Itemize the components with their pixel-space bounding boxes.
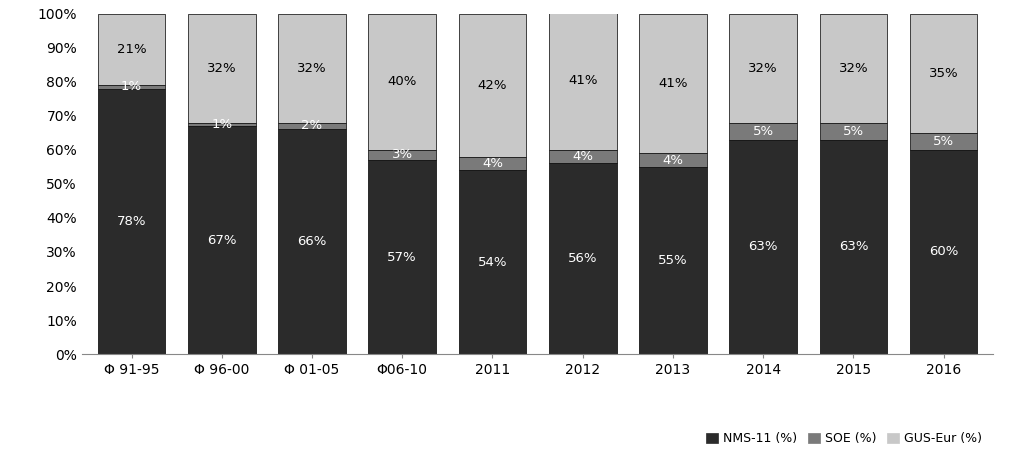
Text: 3%: 3%	[392, 148, 413, 162]
Text: 1%: 1%	[211, 118, 232, 131]
Bar	[459, 14, 526, 157]
Bar	[188, 14, 256, 123]
Bar	[549, 150, 616, 163]
Text: 32%: 32%	[749, 62, 778, 74]
Text: 41%: 41%	[568, 74, 597, 87]
Bar	[279, 129, 346, 354]
Text: 4%: 4%	[572, 150, 593, 163]
Text: 67%: 67%	[207, 233, 237, 247]
Text: 54%: 54%	[478, 256, 507, 269]
Text: 63%: 63%	[839, 240, 868, 253]
Text: 35%: 35%	[929, 67, 958, 80]
Text: 32%: 32%	[297, 62, 327, 74]
Bar	[97, 85, 166, 89]
Bar	[909, 14, 978, 133]
Legend: NMS-11 (%), SOE (%), GUS-Eur (%): NMS-11 (%), SOE (%), GUS-Eur (%)	[700, 427, 987, 450]
Bar	[97, 89, 166, 354]
Text: 21%: 21%	[117, 43, 146, 56]
Bar	[819, 14, 887, 123]
Text: 66%: 66%	[297, 235, 327, 248]
Text: 40%: 40%	[387, 75, 417, 88]
Bar	[639, 14, 707, 153]
Text: 57%: 57%	[387, 251, 417, 264]
Bar	[459, 170, 526, 354]
Text: 5%: 5%	[933, 135, 954, 148]
Bar	[369, 150, 436, 160]
Text: 4%: 4%	[663, 153, 683, 167]
Text: 5%: 5%	[843, 124, 864, 138]
Bar	[369, 160, 436, 354]
Bar	[369, 14, 436, 150]
Text: 4%: 4%	[482, 157, 503, 170]
Bar	[819, 140, 887, 354]
Bar	[819, 123, 887, 140]
Text: 78%: 78%	[117, 215, 146, 228]
Text: 41%: 41%	[658, 77, 688, 90]
Text: 56%: 56%	[568, 252, 597, 265]
Text: 55%: 55%	[658, 254, 688, 267]
Text: 32%: 32%	[207, 62, 237, 74]
Bar	[729, 123, 797, 140]
Text: 63%: 63%	[749, 240, 778, 253]
Text: 1%: 1%	[121, 80, 142, 94]
Bar	[909, 150, 978, 354]
Bar	[639, 153, 707, 167]
Bar	[549, 163, 616, 354]
Bar	[188, 123, 256, 126]
Bar	[729, 140, 797, 354]
Bar	[909, 133, 978, 150]
Text: 2%: 2%	[301, 119, 323, 133]
Bar	[279, 14, 346, 123]
Bar	[97, 14, 166, 85]
Text: 32%: 32%	[839, 62, 868, 74]
Text: 5%: 5%	[753, 124, 774, 138]
Bar	[279, 123, 346, 129]
Bar	[639, 167, 707, 354]
Text: 60%: 60%	[929, 246, 958, 258]
Text: 42%: 42%	[478, 79, 507, 92]
Bar	[729, 14, 797, 123]
Bar	[459, 157, 526, 170]
Bar	[549, 10, 616, 150]
Bar	[188, 126, 256, 354]
